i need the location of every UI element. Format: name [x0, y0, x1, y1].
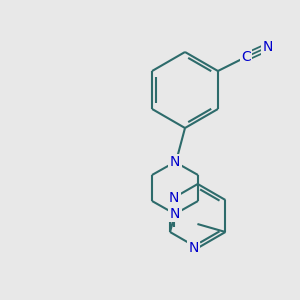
- Text: N: N: [263, 40, 273, 54]
- Text: N: N: [188, 241, 199, 255]
- Text: N: N: [169, 191, 179, 205]
- Text: N: N: [170, 155, 180, 169]
- Text: N: N: [170, 207, 180, 221]
- Text: C: C: [241, 50, 251, 64]
